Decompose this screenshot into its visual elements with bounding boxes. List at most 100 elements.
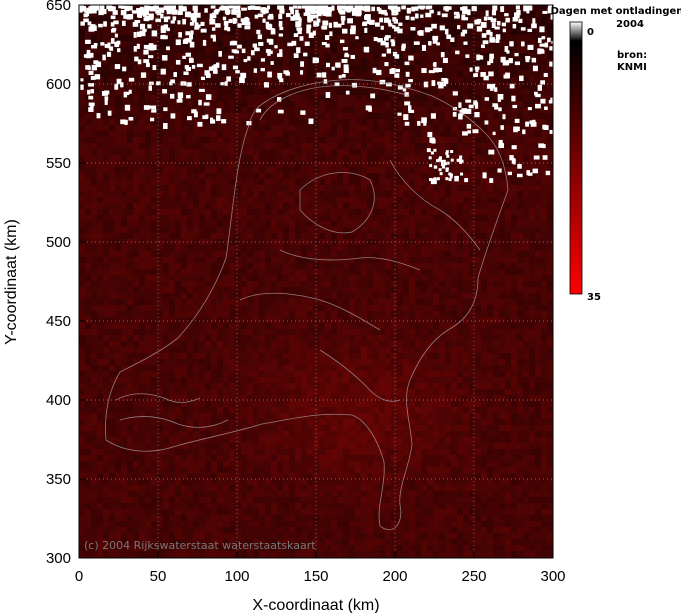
heat-cell: [301, 173, 307, 179]
heat-cell: [199, 371, 205, 377]
heat-cell: [139, 77, 145, 83]
heat-cell: [223, 203, 229, 209]
heat-cell: [415, 329, 421, 335]
heat-cell: [433, 29, 439, 35]
heat-cell: [193, 143, 199, 149]
heat-cell: [175, 191, 181, 197]
heat-cell: [535, 185, 541, 191]
heat-cell: [463, 89, 469, 95]
heat-cell: [121, 323, 127, 329]
heat-cell: [97, 335, 103, 341]
heat-cell: [325, 287, 331, 293]
heat-cell: [121, 113, 127, 119]
heat-cell: [361, 263, 367, 269]
heat-cell: [145, 209, 151, 215]
heat-cell: [187, 245, 193, 251]
heat-cell: [121, 275, 127, 281]
heat-cell: [379, 335, 385, 341]
heat-cell: [445, 95, 451, 101]
heat-cell: [547, 191, 553, 197]
heat-cell: [181, 245, 187, 251]
heat-cell: [427, 251, 433, 257]
heat-cell: [157, 191, 163, 197]
heat-cell: [109, 221, 115, 227]
heat-cell: [253, 275, 259, 281]
heat-cell: [127, 209, 133, 215]
heat-cell: [265, 293, 271, 299]
heat-cell: [307, 257, 313, 263]
heat-cell: [331, 323, 337, 329]
heat-cell: [139, 125, 145, 131]
heat-cell: [313, 125, 319, 131]
heat-cell: [409, 293, 415, 299]
heat-cell: [145, 203, 151, 209]
heat-cell: [109, 41, 115, 47]
heat-cell: [373, 47, 379, 53]
heat-cell: [301, 101, 307, 107]
heat-cell: [319, 299, 325, 305]
heat-cell: [223, 113, 229, 119]
heat-cell: [379, 353, 385, 359]
heat-cell: [157, 335, 163, 341]
heat-cell: [187, 365, 193, 371]
heat-cell: [235, 101, 241, 107]
heat-cell: [331, 59, 337, 65]
heat-cell: [319, 293, 325, 299]
heat-cell: [259, 53, 265, 59]
heat-cell: [451, 221, 457, 227]
heat-cell: [139, 275, 145, 281]
heat-cell: [319, 239, 325, 245]
heat-cell: [91, 365, 97, 371]
heat-cell: [121, 335, 127, 341]
heat-cell: [547, 143, 553, 149]
heat-cell: [79, 53, 85, 59]
heat-cell: [277, 227, 283, 233]
heat-cell: [223, 155, 229, 161]
heat-cell: [463, 203, 469, 209]
heat-cell: [247, 101, 253, 107]
heat-cell: [205, 269, 211, 275]
heat-cell: [439, 209, 445, 215]
heat-cell: [277, 365, 283, 371]
heat-cell: [109, 155, 115, 161]
heat-cell: [415, 17, 421, 23]
heat-cell: [475, 347, 481, 353]
heat-cell: [271, 371, 277, 377]
heat-cell: [421, 209, 427, 215]
heat-cell: [127, 125, 133, 131]
heat-cell: [367, 293, 373, 299]
heat-cell: [457, 209, 463, 215]
heat-cell: [313, 245, 319, 251]
heat-cell: [517, 185, 523, 191]
heat-cell: [139, 35, 145, 41]
heat-cell: [511, 53, 517, 59]
heat-cell: [523, 227, 529, 233]
heat-cell: [91, 107, 97, 113]
heat-cell: [163, 173, 169, 179]
heat-cell: [355, 233, 361, 239]
heat-cell: [307, 185, 313, 191]
heat-cell: [199, 89, 205, 95]
heat-cell: [205, 347, 211, 353]
heat-cell: [271, 203, 277, 209]
heat-cell: [109, 335, 115, 341]
heat-cell: [349, 95, 355, 101]
heat-cell: [511, 167, 517, 173]
heat-cell: [223, 53, 229, 59]
heat-cell: [331, 47, 337, 53]
heat-cell: [283, 209, 289, 215]
heat-cell: [307, 377, 313, 383]
heat-cell: [403, 263, 409, 269]
heat-cell: [349, 341, 355, 347]
heat-cell: [97, 71, 103, 77]
heat-cell: [175, 311, 181, 317]
heat-cell: [289, 143, 295, 149]
heat-cell: [445, 71, 451, 77]
heat-cell: [319, 191, 325, 197]
heat-cell: [463, 23, 469, 29]
heat-cell: [193, 137, 199, 143]
heat-cell: [511, 329, 517, 335]
heat-cell: [445, 365, 451, 371]
heat-cell: [133, 293, 139, 299]
heat-cell: [379, 35, 385, 41]
